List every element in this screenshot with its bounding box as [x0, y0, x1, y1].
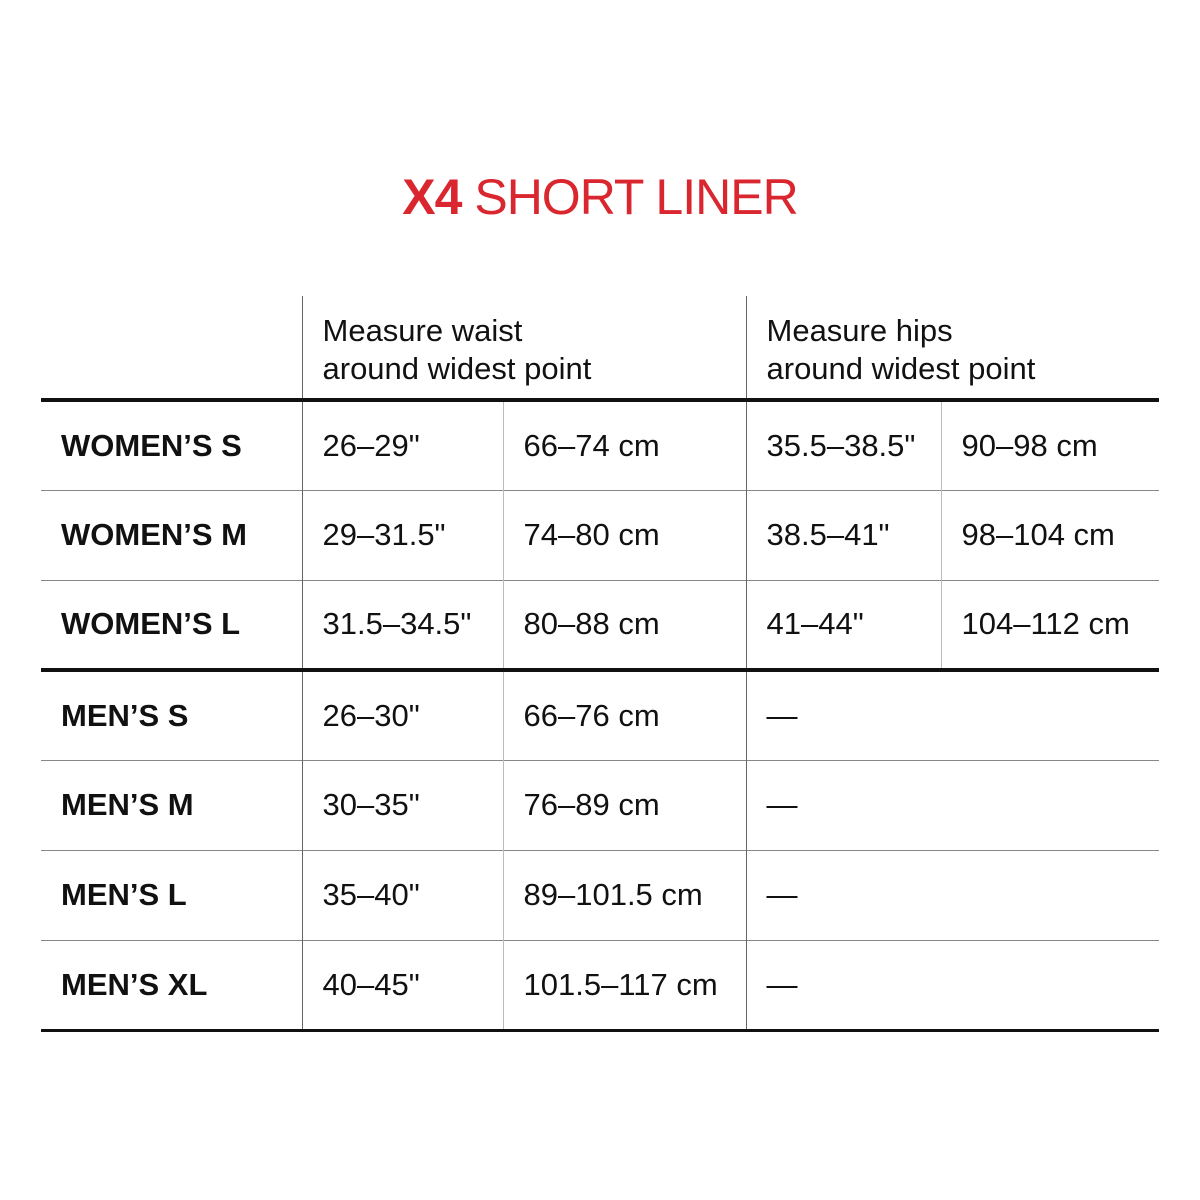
waist-inches: 26–30": [301, 670, 503, 760]
waist-inches: 31.5–34.5": [301, 580, 503, 670]
table-row: WOMEN’S S 26–29" 66–74 cm 35.5–38.5" 90–98 c…: [41, 400, 1159, 490]
table-row: MEN’S S 26–30" 66–76 cm —: [41, 670, 1159, 760]
waist-inches: 35–40": [301, 850, 503, 940]
hips-cm: 104–112 cm: [940, 580, 1159, 670]
hips-na: —: [745, 850, 1159, 940]
size-label: MEN’S S: [61, 697, 189, 733]
header-waist: Measure waist around widest point: [301, 296, 746, 400]
waist-cm: 80–88 cm: [502, 580, 746, 670]
waist-cm: 89–101.5 cm: [502, 850, 746, 940]
waist-inches: 30–35": [301, 760, 503, 850]
waist-cm: 66–76 cm: [502, 670, 746, 760]
table-row: MEN’S M 30–35" 76–89 cm —: [41, 760, 1159, 850]
header-empty: [41, 296, 302, 400]
size-label: WOMEN’S M: [61, 517, 247, 552]
title-product: SHORT LINER: [461, 169, 798, 225]
waist-cm: 74–80 cm: [502, 490, 746, 580]
waist-inches: 29–31.5": [301, 490, 503, 580]
size-label: WOMEN’S S: [61, 427, 242, 463]
table-row: MEN’S XL 40–45" 101.5–117 cm —: [41, 940, 1159, 1030]
hips-cm: 90–98 cm: [940, 400, 1159, 490]
waist-cm: 66–74 cm: [502, 400, 746, 490]
hips-cm: 98–104 cm: [940, 490, 1159, 580]
header-row: Measure waist around widest point Measure…: [41, 296, 1159, 400]
hips-na: —: [745, 940, 1159, 1030]
waist-cm: 76–89 cm: [502, 760, 746, 850]
header-hips: Measure hips around widest point: [745, 296, 1159, 400]
chart-title: X4 SHORT LINER: [0, 168, 1200, 226]
hips-inches: 41–44": [745, 580, 941, 670]
size-label: MEN’S L: [61, 877, 187, 912]
waist-inches: 26–29": [301, 400, 503, 490]
title-model: X4: [402, 169, 462, 225]
hips-inches: 35.5–38.5": [745, 400, 941, 490]
table-row: MEN’S L 35–40" 89–101.5 cm —: [41, 850, 1159, 940]
table-row: WOMEN’S L 31.5–34.5" 80–88 cm 41–44" 104–112…: [41, 580, 1159, 670]
size-table: Measure waist around widest point Measure…: [41, 296, 1159, 1032]
waist-cm: 101.5–117 cm: [502, 940, 746, 1030]
waist-inches: 40–45": [301, 940, 503, 1030]
size-label: WOMEN’S L: [61, 606, 241, 642]
hips-na: —: [745, 760, 1159, 850]
size-label: MEN’S M: [61, 787, 194, 822]
size-label: MEN’S XL: [61, 966, 208, 1002]
table-row: WOMEN’S M 29–31.5" 74–80 cm 38.5–41" 98–104 …: [41, 490, 1159, 580]
hips-na: —: [745, 670, 1159, 760]
hips-inches: 38.5–41": [745, 490, 941, 580]
